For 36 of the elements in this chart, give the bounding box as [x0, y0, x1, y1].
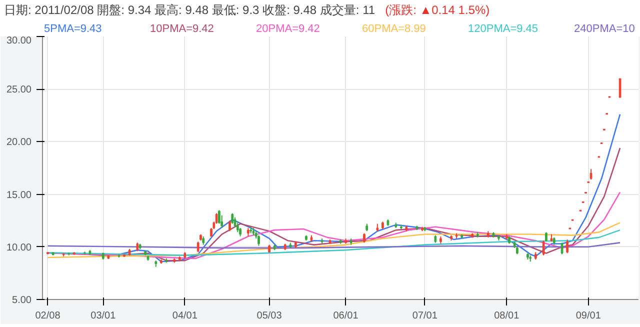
candlestick: [231, 212, 234, 224]
chart-title: 日期: 2011/02/08 開盤: 9.34 最高: 9.48 最低: 9.3 收盤: 9.48 成交量: 11: [4, 3, 376, 17]
y-tick-label: 30.00: [6, 36, 32, 46]
y-tick-label: 15.00: [6, 190, 32, 201]
text: (漲跌: ▲0.14 1.5%): [385, 3, 490, 17]
candlestick: [218, 210, 220, 224]
y-tick-label: 20.00: [6, 137, 32, 148]
x-tick-label: 04/01: [172, 310, 198, 322]
candlestick: [618, 78, 622, 98]
text: 5PMA=9.43: [44, 22, 103, 38]
x-tick-label: 06/01: [333, 310, 359, 322]
candlestick: [228, 220, 231, 232]
candlestick: [545, 232, 548, 242]
candlestick: [196, 241, 200, 253]
text: 240PMA=10: [574, 22, 636, 38]
candlestick: [560, 242, 564, 255]
text: 10PMA=9.42: [150, 22, 215, 38]
candlestick: [258, 234, 260, 246]
y-tick-label: 10.00: [6, 242, 32, 254]
candlestick: [542, 240, 545, 256]
candlestick: [363, 232, 366, 244]
x-tick-label: 02/08: [35, 310, 61, 322]
candlestick: [590, 168, 592, 180]
text: 120PMA=9.45: [468, 22, 540, 38]
candlestick: [566, 239, 568, 254]
x-tick-label: 03/01: [90, 310, 116, 322]
y-tick-label: 25.00: [6, 84, 32, 96]
x-tick-label: 08/01: [494, 310, 520, 322]
text: 60PMA=8.99: [362, 22, 427, 38]
x-tick-label: 05/03: [256, 310, 282, 322]
y-tick-label: 5.00: [12, 295, 32, 306]
line-series: [47, 229, 621, 256]
line-series: [47, 222, 621, 258]
x-tick-label: 07/01: [412, 310, 438, 322]
x-tick-label: 09/01: [576, 310, 602, 322]
text: 20PMA=9.42: [256, 22, 321, 38]
